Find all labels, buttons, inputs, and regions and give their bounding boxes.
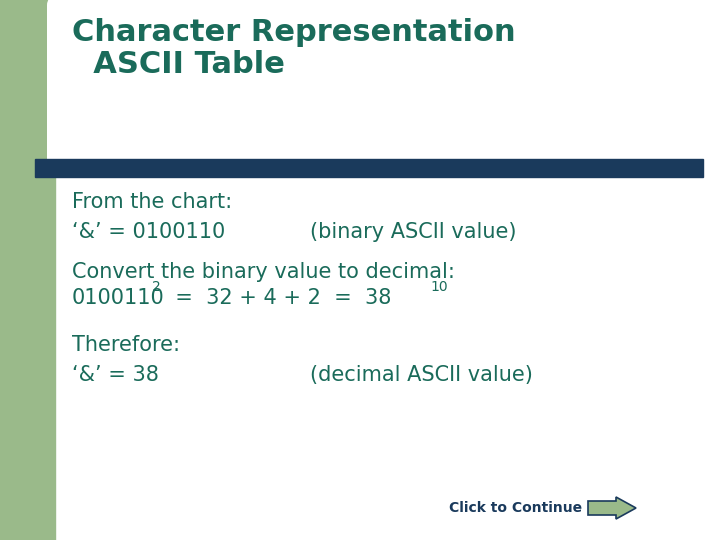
Text: (binary ASCII value): (binary ASCII value) [310, 222, 516, 242]
Text: ‘&’ = 38: ‘&’ = 38 [72, 365, 159, 385]
FancyArrow shape [588, 497, 636, 519]
Text: =  32 + 4 + 2  =  38: = 32 + 4 + 2 = 38 [162, 288, 392, 308]
Text: Therefore:: Therefore: [72, 335, 180, 355]
Bar [0, 0, 240, 150]
Text: 2: 2 [152, 280, 161, 294]
Text: Convert the binary value to decimal:: Convert the binary value to decimal: [72, 262, 455, 282]
Text: From the chart:: From the chart: [72, 192, 232, 212]
Text: Character Representation: Character Representation [72, 18, 516, 47]
FancyBboxPatch shape [47, 0, 720, 178]
Text: 0100110: 0100110 [72, 288, 165, 308]
Text: ‘&’ = 0100110: ‘&’ = 0100110 [72, 222, 225, 242]
Text: 10: 10 [430, 280, 448, 294]
Text: (decimal ASCII value): (decimal ASCII value) [310, 365, 533, 385]
Text: Click to Continue: Click to Continue [449, 501, 582, 515]
Text: ASCII Table: ASCII Table [72, 50, 285, 79]
Bar [35, 159, 703, 177]
Bar [0, 0, 55, 540]
